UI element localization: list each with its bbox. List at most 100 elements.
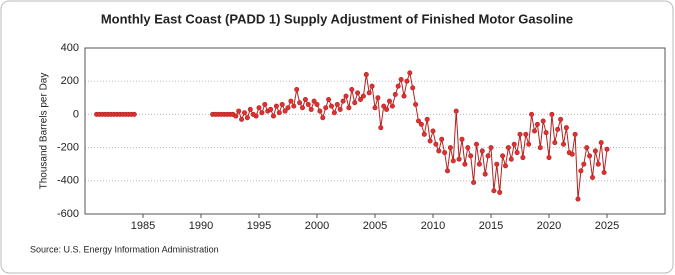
data-point xyxy=(311,98,317,104)
data-point xyxy=(233,113,239,119)
data-point xyxy=(270,113,276,119)
data-point xyxy=(453,108,459,114)
data-point xyxy=(439,136,445,142)
data-point xyxy=(366,90,372,96)
x-tick-label: 1995 xyxy=(247,220,271,232)
data-point xyxy=(497,189,503,195)
data-point xyxy=(479,148,485,154)
data-point xyxy=(268,106,274,112)
y-axis-label: Thousand Barrels per Day xyxy=(39,73,50,190)
data-point xyxy=(299,105,305,111)
data-point xyxy=(560,141,566,147)
data-point xyxy=(415,118,421,124)
data-point xyxy=(253,113,259,119)
data-point xyxy=(421,131,427,137)
data-point xyxy=(442,150,448,156)
data-point xyxy=(276,110,282,116)
y-tick-label: -200 xyxy=(57,142,79,154)
data-point xyxy=(584,145,590,151)
data-point xyxy=(131,111,137,117)
data-point xyxy=(433,141,439,147)
data-point xyxy=(384,106,390,112)
data-point xyxy=(392,91,398,97)
data-point xyxy=(357,96,363,102)
data-point xyxy=(369,83,375,89)
data-point xyxy=(407,70,413,76)
data-point xyxy=(386,98,392,104)
data-point xyxy=(308,106,314,112)
data-point xyxy=(450,158,456,164)
data-point xyxy=(459,136,465,142)
data-point xyxy=(305,101,311,107)
data-point xyxy=(340,98,346,104)
data-point xyxy=(471,179,477,185)
data-point xyxy=(331,110,337,116)
data-point xyxy=(592,148,598,154)
x-tick-label: 2020 xyxy=(537,220,561,232)
data-point xyxy=(526,141,532,147)
data-point xyxy=(328,103,334,109)
data-point xyxy=(378,125,384,131)
data-point xyxy=(297,100,303,106)
data-point xyxy=(291,103,297,109)
data-point xyxy=(256,105,262,111)
data-point xyxy=(398,77,404,83)
data-point xyxy=(485,153,491,159)
data-point xyxy=(468,153,474,159)
y-tick-label: 0 xyxy=(73,108,79,120)
data-point xyxy=(288,98,294,104)
x-tick-label: 1990 xyxy=(189,220,213,232)
data-point xyxy=(558,116,564,122)
data-point xyxy=(346,105,352,111)
data-point xyxy=(337,106,343,112)
data-point xyxy=(502,163,508,169)
data-point xyxy=(520,155,526,161)
y-tick-label: 400 xyxy=(61,42,79,54)
data-point xyxy=(587,153,593,159)
data-point xyxy=(572,131,578,137)
y-tick-label: -400 xyxy=(57,175,79,187)
x-tick-label: 2005 xyxy=(363,220,387,232)
data-point xyxy=(239,116,245,122)
data-point xyxy=(323,105,329,111)
data-point xyxy=(546,155,552,161)
data-point xyxy=(259,110,265,116)
data-point xyxy=(456,156,462,162)
data-point xyxy=(395,83,401,89)
data-point xyxy=(578,168,584,174)
data-point xyxy=(355,90,361,96)
data-point xyxy=(598,140,604,146)
data-point xyxy=(465,145,471,151)
data-point xyxy=(363,72,369,78)
data-point xyxy=(401,93,407,99)
data-point xyxy=(410,85,416,91)
data-point xyxy=(549,111,555,117)
data-point xyxy=(555,126,561,132)
data-point xyxy=(491,188,497,194)
data-point xyxy=(242,110,248,116)
data-point xyxy=(488,145,494,151)
x-tick-label: 2000 xyxy=(305,220,329,232)
data-point xyxy=(404,78,410,84)
data-point xyxy=(529,111,535,117)
x-tick-label: 2015 xyxy=(479,220,503,232)
data-point xyxy=(534,121,540,127)
data-point xyxy=(569,151,575,157)
data-point xyxy=(500,153,506,159)
data-point xyxy=(302,96,308,102)
data-point xyxy=(508,156,514,162)
data-point xyxy=(482,171,488,177)
data-point xyxy=(314,101,320,107)
data-point xyxy=(381,103,387,109)
data-point xyxy=(317,108,323,114)
data-point xyxy=(349,87,355,93)
data-point xyxy=(537,145,543,151)
data-point xyxy=(531,128,537,134)
data-point xyxy=(343,93,349,99)
data-point xyxy=(494,161,500,167)
data-point xyxy=(334,101,340,107)
data-point xyxy=(375,95,381,101)
data-point xyxy=(285,105,291,111)
data-point xyxy=(540,118,546,124)
